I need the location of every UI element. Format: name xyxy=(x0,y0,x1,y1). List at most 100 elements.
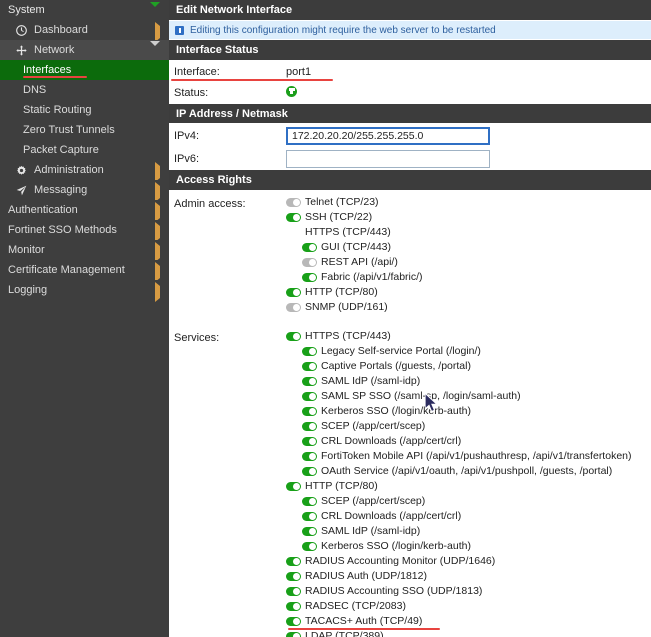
option-row[interactable]: RADSEC (TCP/2083) xyxy=(286,599,651,614)
option-label: SAML SP SSO (/saml-sp, /login/saml-auth) xyxy=(321,390,521,402)
option-label: CRL Downloads (/app/cert/crl) xyxy=(321,510,462,522)
sidebar-item-authentication[interactable]: Authentication xyxy=(0,200,169,222)
toggle-on-icon[interactable] xyxy=(302,422,317,431)
main-content: Edit Network Interface Editing this conf… xyxy=(169,0,651,637)
option-label: SAML IdP (/saml-idp) xyxy=(321,375,421,387)
option-row[interactable]: HTTP (TCP/80) xyxy=(286,479,651,494)
option-label: SNMP (UDP/161) xyxy=(305,301,388,313)
option-label: SCEP (/app/cert/scep) xyxy=(321,495,426,507)
option-row[interactable]: LDAP (TCP/389) xyxy=(286,629,651,637)
option-row[interactable]: Kerberos SSO (/login/kerb-auth) xyxy=(286,539,651,554)
option-row[interactable]: TACACS+ Auth (TCP/49) xyxy=(286,614,651,630)
option-row[interactable]: RADIUS Auth (UDP/1812) xyxy=(286,569,651,584)
option-row[interactable]: Legacy Self-service Portal (/login/) xyxy=(286,344,651,359)
option-row[interactable]: SNMP (UDP/161) xyxy=(286,300,651,315)
option-row[interactable]: RADIUS Accounting SSO (UDP/1813) xyxy=(286,584,651,599)
option-label: RADSEC (TCP/2083) xyxy=(305,600,406,612)
toggle-on-icon[interactable] xyxy=(302,467,317,476)
option-row[interactable]: CRL Downloads (/app/cert/crl) xyxy=(286,509,651,524)
sidebar-item-static-routing[interactable]: Static Routing xyxy=(0,100,169,120)
sidebar-item-network[interactable]: Network xyxy=(0,40,169,60)
sidebar-item-dns[interactable]: DNS xyxy=(0,80,169,100)
sidebar-item-administration[interactable]: Administration xyxy=(0,160,169,182)
chevron-right-icon xyxy=(155,262,160,282)
sidebar-item-messaging[interactable]: Messaging xyxy=(0,180,169,202)
option-row[interactable]: CRL Downloads (/app/cert/crl) xyxy=(286,434,651,449)
chevron-right-icon xyxy=(155,242,160,262)
toggle-on-icon[interactable] xyxy=(286,213,301,222)
sidebar-item-logging[interactable]: Logging xyxy=(0,280,169,302)
sidebar-item-certificate-management[interactable]: Certificate Management xyxy=(0,260,169,282)
option-row[interactable]: GUI (TCP/443) xyxy=(286,240,651,255)
toggle-on-icon[interactable] xyxy=(302,273,317,282)
chevron-right-icon xyxy=(155,162,160,182)
sidebar-item-interfaces[interactable]: Interfaces xyxy=(0,60,169,80)
option-row[interactable]: FortiToken Mobile API (/api/v1/pushauthr… xyxy=(286,449,651,464)
toggle-off-icon[interactable] xyxy=(286,198,301,207)
toggle-on-icon[interactable] xyxy=(302,437,317,446)
option-label: HTTP (TCP/80) xyxy=(305,480,378,492)
admin-access-label: Admin access: xyxy=(174,198,246,210)
toggle-on-icon[interactable] xyxy=(302,542,317,551)
toggle-on-icon[interactable] xyxy=(302,347,317,356)
option-label: Kerberos SSO (/login/kerb-auth) xyxy=(321,405,471,417)
toggle-on-icon[interactable] xyxy=(302,362,317,371)
toggle-on-icon[interactable] xyxy=(286,288,301,297)
option-row[interactable]: REST API (/api/) xyxy=(286,255,651,270)
option-row[interactable]: HTTPS (TCP/443) xyxy=(286,329,651,344)
option-row[interactable]: HTTP (TCP/80) xyxy=(286,285,651,300)
option-label: SSH (TCP/22) xyxy=(305,211,373,223)
toggle-on-icon[interactable] xyxy=(286,602,301,611)
option-row[interactable]: RADIUS Accounting Monitor (UDP/1646) xyxy=(286,554,651,569)
sidebar-item-monitor[interactable]: Monitor xyxy=(0,240,169,262)
sidebar-system-header[interactable]: System xyxy=(0,0,169,20)
option-row[interactable]: SAML SP SSO (/saml-sp, /login/saml-auth) xyxy=(286,389,651,404)
sidebar-item-fortinet-sso-methods[interactable]: Fortinet SSO Methods xyxy=(0,220,169,242)
sidebar-item-dashboard[interactable]: Dashboard xyxy=(0,20,169,42)
ipv6-input[interactable] xyxy=(286,149,490,168)
sidebar-item-label: Logging xyxy=(8,284,48,296)
services-label: Services: xyxy=(174,332,220,344)
toggle-on-icon[interactable] xyxy=(302,243,317,252)
toggle-on-icon[interactable] xyxy=(286,632,301,637)
sidebar-item-zero-trust-tunnels[interactable]: Zero Trust Tunnels xyxy=(0,120,169,140)
chevron-right-icon xyxy=(155,222,160,242)
option-label: RADIUS Accounting Monitor (UDP/1646) xyxy=(305,555,496,567)
sidebar-item-label: Zero Trust Tunnels xyxy=(23,124,115,136)
option-row[interactable]: Telnet (TCP/23) xyxy=(286,195,651,210)
option-row[interactable]: Fabric (/api/v1/fabric/) xyxy=(286,270,651,285)
ipv4-input[interactable] xyxy=(286,126,490,145)
toggle-on-icon[interactable] xyxy=(286,482,301,491)
option-label: SCEP (/app/cert/scep) xyxy=(321,420,426,432)
page-title: Edit Network Interface xyxy=(169,0,651,21)
toggle-on-icon[interactable] xyxy=(286,332,301,341)
sidebar-item-label: Network xyxy=(34,44,75,56)
toggle-on-icon[interactable] xyxy=(286,617,301,626)
toggle-on-icon[interactable] xyxy=(302,497,317,506)
option-row[interactable]: SSH (TCP/22) xyxy=(286,210,651,225)
option-label: RADIUS Accounting SSO (UDP/1813) xyxy=(305,585,483,597)
toggle-on-icon[interactable] xyxy=(302,452,317,461)
interface-value-text: port1 xyxy=(286,65,312,78)
option-row[interactable]: SCEP (/app/cert/scep) xyxy=(286,419,651,434)
option-row[interactable]: SCEP (/app/cert/scep) xyxy=(286,494,651,509)
toggle-on-icon[interactable] xyxy=(302,377,317,386)
option-row[interactable]: Kerberos SSO (/login/kerb-auth) xyxy=(286,404,651,419)
option-row[interactable]: Captive Portals (/guests, /portal) xyxy=(286,359,651,374)
sidebar-item-packet-capture[interactable]: Packet Capture xyxy=(0,140,169,160)
option-row[interactable]: SAML IdP (/saml-idp) xyxy=(286,524,651,539)
toggle-on-icon[interactable] xyxy=(302,527,317,536)
toggle-off-icon[interactable] xyxy=(286,303,301,312)
option-row[interactable]: OAuth Service (/api/v1/oauth, /api/v1/pu… xyxy=(286,464,651,479)
toggle-on-icon[interactable] xyxy=(302,512,317,521)
chevron-right-icon xyxy=(155,182,160,202)
toggle-on-icon[interactable] xyxy=(286,587,301,596)
option-label: OAuth Service (/api/v1/oauth, /api/v1/pu… xyxy=(321,465,613,477)
toggle-on-icon[interactable] xyxy=(302,407,317,416)
toggle-on-icon[interactable] xyxy=(286,557,301,566)
option-row[interactable]: SAML IdP (/saml-idp) xyxy=(286,374,651,389)
toggle-on-icon[interactable] xyxy=(286,572,301,581)
toggle-off-icon[interactable] xyxy=(302,258,317,267)
ipv6-label: IPv6: xyxy=(174,152,200,165)
toggle-on-icon[interactable] xyxy=(302,392,317,401)
